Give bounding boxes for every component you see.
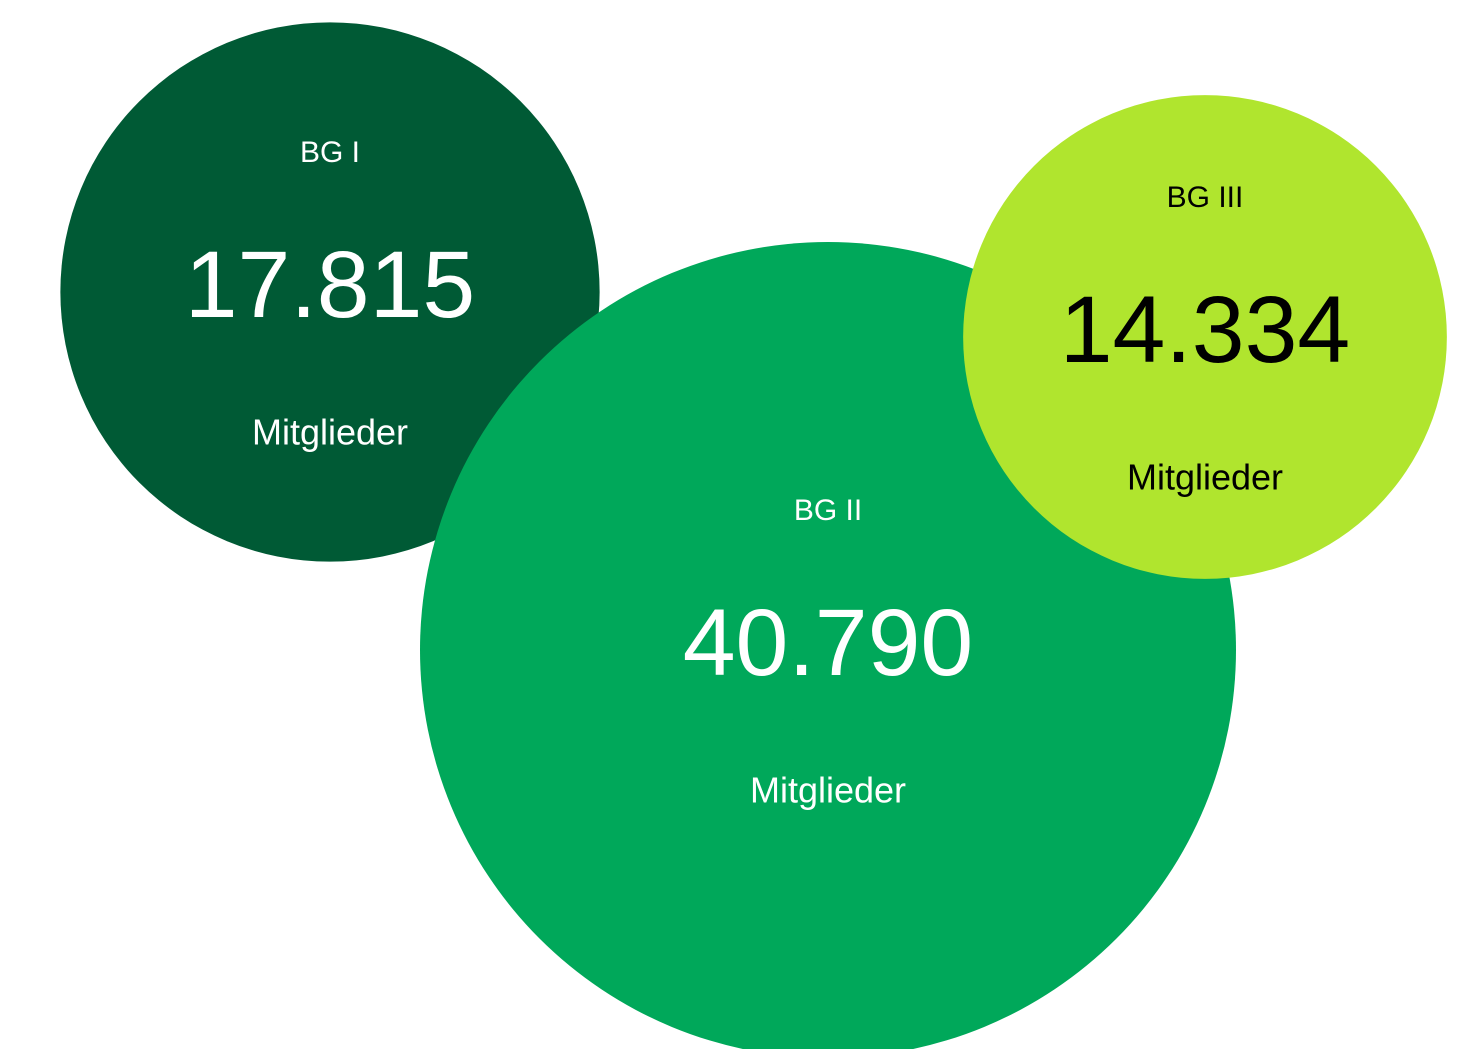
bubble-unit: Mitglieder — [750, 770, 906, 811]
bubble-category: BG I — [300, 136, 360, 169]
bubble-category: BG III — [1167, 181, 1244, 214]
bubble-value: 40.790 — [683, 590, 974, 696]
bubble — [60, 22, 600, 562]
bubble-unit: Mitglieder — [1127, 457, 1283, 498]
bubble-category: BG II — [794, 494, 862, 527]
bubble-value: 14.334 — [1060, 277, 1351, 383]
bubble-value: 17.815 — [185, 232, 476, 338]
bubble — [963, 95, 1447, 579]
bubble-unit: Mitglieder — [252, 412, 408, 453]
